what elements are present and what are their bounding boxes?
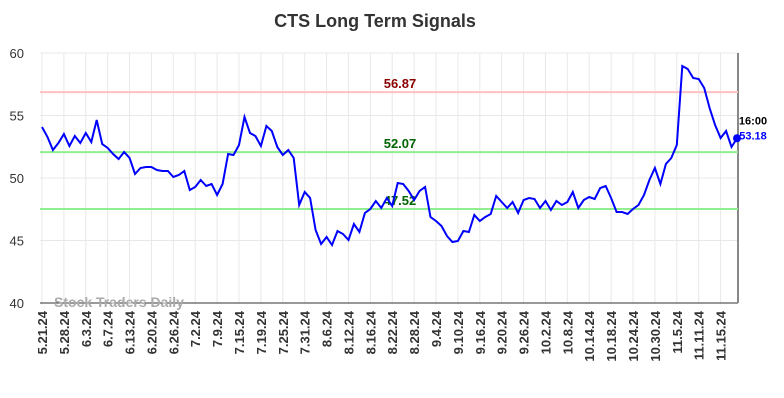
x-tick-label: 11.11.24 <box>692 310 707 360</box>
x-tick-label: 7.25.24 <box>276 310 291 354</box>
y-tick-label: 50 <box>10 171 24 186</box>
x-tick-label: 7.2.24 <box>188 310 203 347</box>
x-tick-label: 9.16.24 <box>473 310 488 354</box>
x-tick-label: 10.24.24 <box>626 310 641 361</box>
x-tick-label: 7.31.24 <box>298 310 313 354</box>
x-tick-label: 6.7.24 <box>101 310 116 347</box>
x-tick-label: 11.15.24 <box>714 310 729 361</box>
x-tick-label: 6.13.24 <box>123 310 138 354</box>
x-tick-label: 7.9.24 <box>210 310 225 347</box>
x-tick-label: 5.21.24 <box>35 310 50 354</box>
watermark: Stock Traders Daily <box>54 294 184 310</box>
x-tick-label: 11.5.24 <box>670 310 685 353</box>
x-tick-label: 10.2.24 <box>538 310 553 354</box>
price-line <box>41 64 738 248</box>
x-tick-label: 7.15.24 <box>232 310 247 354</box>
x-tick-label: 6.26.24 <box>166 310 181 354</box>
x-tick-label: 10.8.24 <box>560 310 575 354</box>
x-tick-label: 6.20.24 <box>144 310 159 354</box>
x-tick-label: 7.19.24 <box>254 310 269 354</box>
x-tick-label: 6.3.24 <box>79 310 94 347</box>
y-tick-label: 60 <box>10 46 24 61</box>
x-tick-label: 9.4.24 <box>429 310 444 347</box>
x-tick-label: 8.6.24 <box>320 310 335 347</box>
y-tick-label: 40 <box>10 296 24 311</box>
x-tick-label: 5.28.24 <box>57 310 72 354</box>
x-tick-label: 8.22.24 <box>385 310 400 354</box>
last-point <box>733 134 741 143</box>
x-tick-label: 8.16.24 <box>363 310 378 354</box>
last-time: 16:00 <box>739 115 767 127</box>
x-tick-label: 9.26.24 <box>517 310 532 354</box>
x-tick-label: 10.30.24 <box>648 310 663 361</box>
x-tick-label: 9.20.24 <box>495 310 510 354</box>
x-tick-label: 10.18.24 <box>604 310 619 361</box>
x-tick-label: 9.10.24 <box>451 310 466 354</box>
last-value: 53.18 <box>739 130 767 142</box>
y-tick-label: 45 <box>10 234 24 249</box>
chart-title: CTS Long Term Signals <box>274 11 476 31</box>
signal-label: 52.07 <box>384 136 417 151</box>
signal-label: 56.87 <box>384 76 417 91</box>
y-tick-label: 55 <box>10 109 24 124</box>
x-tick-label: 8.12.24 <box>341 310 356 354</box>
x-tick-label: 8.28.24 <box>407 310 422 354</box>
x-tick-label: 10.14.24 <box>582 310 597 361</box>
